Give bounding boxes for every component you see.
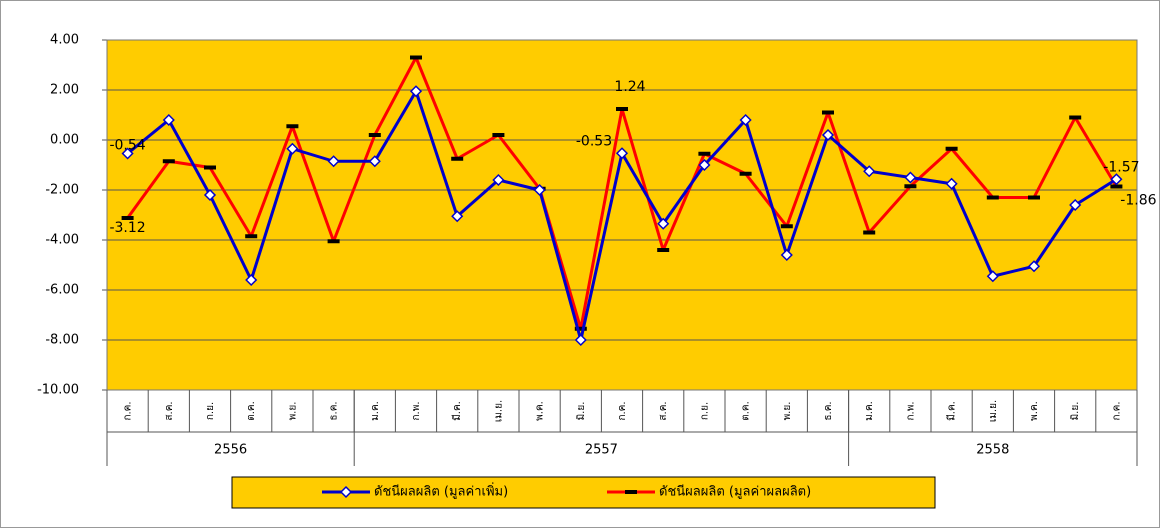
x-tick-label: ส.ค.	[658, 401, 669, 420]
marker	[533, 183, 546, 197]
x-tick-label: ต.ค.	[741, 401, 752, 421]
x-tick-label: พ.ย.	[287, 402, 298, 421]
value-label: 1.24	[614, 79, 645, 95]
legend-label: ดัชนีผลผลิต (มูลค่าเพิ่ม)	[374, 483, 508, 500]
x-tick-label: ก.ย.	[205, 402, 216, 420]
marker	[327, 239, 340, 244]
marker	[1110, 184, 1123, 189]
x-tick-label: เม.ย.	[493, 400, 504, 422]
x-tick-label: มี.ค.	[451, 401, 463, 421]
plot-border	[106, 39, 1138, 391]
marker	[986, 270, 999, 283]
marker	[657, 248, 670, 252]
marker	[698, 151, 711, 156]
x-tick-label: ก.ค.	[1111, 401, 1122, 420]
marker	[162, 159, 175, 164]
marker	[121, 216, 134, 220]
x-tick-label: ธ.ค.	[823, 401, 834, 420]
x-tick-label: ส.ค.	[164, 401, 175, 420]
marker	[286, 142, 299, 155]
marker	[1027, 260, 1041, 273]
marker	[204, 165, 216, 170]
x-tick-label: ต.ค.	[246, 401, 257, 421]
marker	[698, 158, 711, 172]
marker	[327, 155, 340, 168]
x-tick-label: พ.ค.	[1029, 401, 1040, 421]
y-tick-label: -4.00	[45, 233, 79, 248]
value-label: -1.86	[1120, 193, 1156, 209]
y-tick-label: 2.00	[50, 83, 79, 98]
marker	[368, 133, 381, 137]
marker	[162, 113, 175, 127]
marker	[574, 326, 587, 331]
x-tick-label: มิ.ย.	[576, 402, 587, 421]
x-tick-label: ก.พ.	[411, 401, 422, 420]
marker	[822, 110, 834, 115]
x-tick-label: ม.ค.	[370, 401, 381, 421]
x-tick-label: มี.ค.	[946, 401, 958, 421]
x-tick-label: เม.ย.	[988, 400, 999, 422]
marker	[863, 165, 876, 178]
marker	[904, 184, 917, 189]
value-label: -1.57	[1103, 159, 1139, 175]
marker	[625, 490, 637, 494]
marker	[245, 234, 258, 239]
value-label: -0.54	[109, 138, 145, 154]
value-label: -3.12	[109, 220, 145, 236]
marker	[1069, 115, 1082, 120]
marker	[739, 113, 752, 127]
y-tick-label: -10.00	[37, 383, 79, 398]
marker	[286, 124, 299, 129]
marker	[986, 195, 999, 200]
marker	[780, 224, 793, 229]
marker	[615, 147, 629, 160]
marker	[904, 171, 917, 184]
marker	[339, 485, 353, 499]
marker	[451, 210, 464, 223]
marker	[739, 171, 752, 176]
marker	[409, 85, 423, 98]
x-tick-label: ก.พ.	[905, 401, 916, 420]
marker	[121, 147, 134, 160]
x-tick-label: ก.ค.	[123, 401, 134, 420]
marker	[821, 128, 835, 142]
marker	[410, 55, 422, 60]
marker	[574, 333, 587, 347]
marker	[616, 107, 628, 111]
marker	[203, 188, 217, 202]
marker	[1110, 173, 1123, 186]
group-label: 2556	[214, 443, 247, 458]
marker	[945, 177, 958, 190]
x-tick-label: ม.ค.	[864, 401, 875, 421]
marker	[451, 156, 464, 161]
y-tick-label: 4.00	[50, 33, 79, 48]
x-tick-label: มิ.ย.	[1070, 402, 1081, 421]
marker	[492, 133, 505, 137]
group-label: 2557	[585, 443, 618, 458]
group-label: 2558	[976, 443, 1009, 458]
y-tick-label: -6.00	[45, 283, 79, 298]
marker	[780, 248, 793, 262]
x-tick-label: พ.ย.	[782, 402, 793, 421]
x-tick-label: ก.ย.	[699, 402, 710, 420]
legend-label: ดัชนีผลผลิต (มูลค่าผลผลิต)	[659, 484, 811, 500]
x-tick-label: ธ.ค.	[329, 401, 340, 420]
y-tick-label: -2.00	[45, 183, 79, 198]
x-tick-label: พ.ค.	[535, 401, 546, 421]
marker	[1028, 195, 1040, 200]
value-label: -0.53	[576, 133, 612, 149]
marker	[863, 230, 876, 235]
y-tick-label: -8.00	[45, 333, 79, 348]
marker	[657, 217, 670, 230]
marker	[1069, 198, 1082, 212]
marker	[492, 173, 505, 187]
marker	[245, 273, 258, 287]
marker	[368, 155, 381, 168]
y-tick-label: 0.00	[50, 133, 79, 148]
marker	[945, 146, 958, 151]
x-tick-label: ก.ค.	[617, 401, 628, 420]
